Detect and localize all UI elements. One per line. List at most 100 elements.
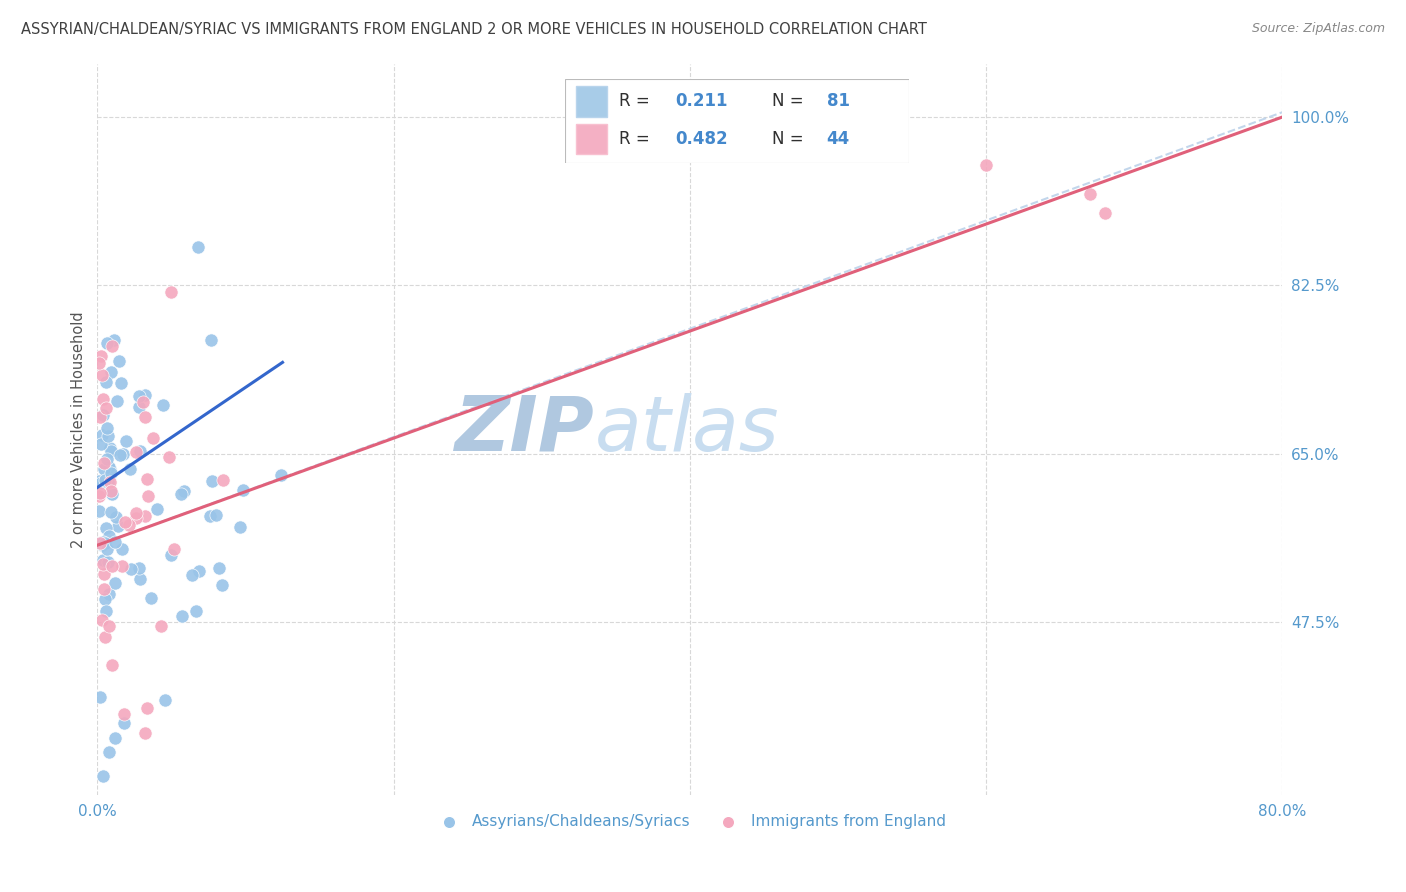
Point	[90, 538, 112, 552]
Point	[169, 487, 191, 501]
Point	[91, 392, 114, 407]
Point	[100, 467, 122, 481]
Point	[96, 401, 118, 416]
Point	[173, 484, 195, 499]
Point	[98, 618, 121, 632]
Point	[1078, 186, 1101, 201]
Point	[118, 518, 141, 533]
Point	[974, 158, 997, 172]
Point	[128, 400, 150, 414]
Point	[98, 442, 121, 456]
Point	[101, 558, 124, 573]
Point	[163, 541, 186, 556]
Point	[135, 701, 157, 715]
Point	[160, 285, 183, 299]
Point	[198, 508, 221, 523]
Point	[98, 462, 121, 476]
Point	[98, 745, 121, 759]
Point	[100, 505, 122, 519]
Point	[111, 541, 134, 556]
Point	[100, 485, 122, 500]
Point	[172, 608, 194, 623]
Point	[91, 557, 114, 571]
Point	[134, 726, 156, 740]
Point	[129, 443, 152, 458]
Text: ZIP: ZIP	[456, 392, 595, 467]
Point	[107, 519, 129, 533]
Point	[90, 475, 112, 490]
Point	[100, 365, 122, 379]
Point	[104, 576, 127, 591]
Point	[188, 565, 211, 579]
Point	[97, 460, 120, 475]
Point	[129, 572, 152, 586]
Point	[229, 520, 252, 534]
Point	[128, 561, 150, 575]
Point	[93, 553, 115, 567]
Point	[101, 658, 124, 673]
Point	[108, 448, 131, 462]
Point	[142, 431, 165, 445]
Point	[96, 452, 118, 467]
Legend: Assyrians/Chaldeans/Syriacs, Immigrants from England: Assyrians/Chaldeans/Syriacs, Immigrants …	[427, 808, 952, 835]
Point	[91, 408, 114, 422]
Point	[93, 461, 115, 475]
Point	[89, 485, 111, 500]
Point	[232, 483, 254, 498]
Point	[152, 398, 174, 412]
Point	[146, 501, 169, 516]
Point	[98, 587, 121, 601]
Point	[98, 475, 121, 489]
Point	[93, 566, 115, 581]
Point	[100, 444, 122, 458]
Point	[187, 240, 209, 254]
Point	[96, 541, 118, 556]
Point	[112, 706, 135, 721]
Point	[87, 504, 110, 518]
Point	[157, 450, 180, 465]
Point	[135, 472, 157, 486]
Point	[1094, 206, 1116, 220]
Point	[87, 356, 110, 370]
Point	[211, 578, 233, 592]
Point	[87, 474, 110, 488]
Point	[134, 388, 156, 402]
Point	[139, 591, 162, 606]
Point	[131, 395, 153, 409]
Point	[97, 475, 120, 489]
Point	[114, 515, 136, 529]
Point	[205, 508, 228, 522]
Point	[125, 445, 148, 459]
Point	[89, 536, 111, 550]
Point	[89, 409, 111, 424]
Point	[93, 456, 115, 470]
Point	[184, 604, 207, 618]
Point	[208, 561, 231, 575]
Point	[128, 389, 150, 403]
Point	[90, 613, 112, 627]
Point	[104, 731, 127, 745]
Point	[94, 591, 117, 606]
Point	[270, 467, 292, 482]
Point	[94, 521, 117, 535]
Point	[112, 716, 135, 731]
Point	[96, 421, 118, 435]
Point	[104, 535, 127, 549]
Text: atlas: atlas	[595, 392, 779, 467]
Point	[94, 630, 117, 644]
Point	[134, 509, 156, 524]
Point	[180, 567, 202, 582]
Point	[93, 582, 115, 597]
Point	[90, 368, 112, 383]
Point	[96, 335, 118, 350]
Point	[108, 354, 131, 368]
Point	[87, 489, 110, 503]
Point	[101, 339, 124, 353]
Point	[134, 409, 156, 424]
Text: ASSYRIAN/CHALDEAN/SYRIAC VS IMMIGRANTS FROM ENGLAND 2 OR MORE VEHICLES IN HOUSEH: ASSYRIAN/CHALDEAN/SYRIAC VS IMMIGRANTS F…	[21, 22, 927, 37]
Point	[125, 506, 148, 520]
Point	[91, 428, 114, 442]
Point	[111, 558, 134, 573]
Point	[105, 394, 128, 409]
Point	[105, 510, 128, 524]
